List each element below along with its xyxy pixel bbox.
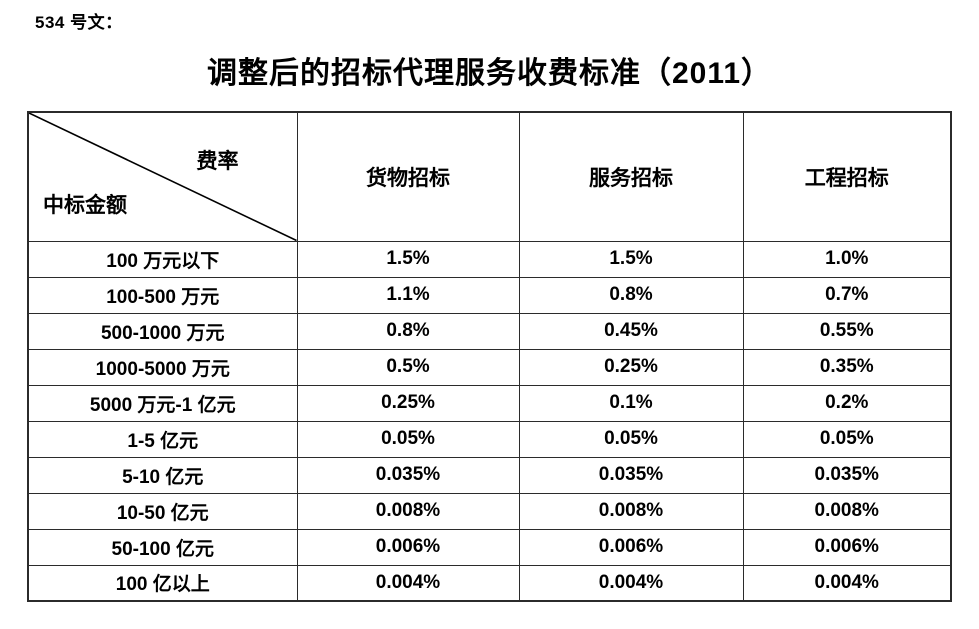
table-row: 100 万元以下 1.5% 1.5% 1.0% xyxy=(27,240,952,278)
table-cell: 0.035% xyxy=(742,456,952,494)
row-label: 50-100 亿元 xyxy=(27,528,298,566)
table-corner-cell: 费率 中标金额 xyxy=(27,111,298,242)
table-row: 500-1000 万元 0.8% 0.45% 0.55% xyxy=(27,312,952,350)
table-cell: 0.25% xyxy=(296,384,520,422)
table-cell: 0.55% xyxy=(742,312,952,350)
column-header-engineering-bidding: 工程招标 xyxy=(742,111,952,242)
table-cell: 0.2% xyxy=(742,384,952,422)
table-row: 100 亿以上 0.004% 0.004% 0.004% xyxy=(27,564,952,602)
table-row: 1-5 亿元 0.05% 0.05% 0.05% xyxy=(27,420,952,458)
table-cell: 0.5% xyxy=(296,348,520,386)
row-label: 100-500 万元 xyxy=(27,276,298,314)
table-cell: 1.5% xyxy=(296,240,520,278)
table-cell: 0.004% xyxy=(518,564,744,602)
table-cell: 0.8% xyxy=(518,276,744,314)
table-cell: 0.05% xyxy=(296,420,520,458)
table-cell: 0.035% xyxy=(296,456,520,494)
table-row: 5000 万元-1 亿元 0.25% 0.1% 0.2% xyxy=(27,384,952,422)
table-cell: 0.008% xyxy=(518,492,744,530)
corner-label-bid-amount: 中标金额 xyxy=(43,193,127,217)
column-header-service-bidding: 服务招标 xyxy=(518,111,744,242)
page-title: 调整后的招标代理服务收费标准（2011） xyxy=(206,57,773,90)
table-cell: 0.8% xyxy=(296,312,520,350)
corner-label-rate: 费率 xyxy=(196,150,239,173)
table-cell: 0.004% xyxy=(296,564,520,602)
table-cell: 0.006% xyxy=(296,528,520,566)
doc-number-label: 534 号文： xyxy=(35,13,123,32)
table-cell: 0.1% xyxy=(518,384,744,422)
table-cell: 0.05% xyxy=(742,420,952,458)
table-row: 1000-5000 万元 0.5% 0.25% 0.35% xyxy=(27,348,952,386)
row-label: 10-50 亿元 xyxy=(27,492,298,530)
table-cell: 1.1% xyxy=(296,276,520,314)
table-row: 10-50 亿元 0.008% 0.008% 0.008% xyxy=(27,492,952,530)
column-header-goods-bidding: 货物招标 xyxy=(296,111,520,242)
table-cell: 0.004% xyxy=(742,564,952,602)
table-cell: 1.5% xyxy=(518,240,744,278)
table-header-row: 费率 中标金额 货物招标 服务招标 工程招标 xyxy=(27,111,952,242)
table-cell: 0.35% xyxy=(742,348,952,386)
table-cell: 0.006% xyxy=(518,528,744,566)
row-label: 5000 万元-1 亿元 xyxy=(27,384,298,422)
row-label: 5-10 亿元 xyxy=(27,456,298,494)
fee-rate-table: 费率 中标金额 货物招标 服务招标 工程招标 100 万元以下 1.5% 1.5… xyxy=(27,111,952,602)
row-label: 1000-5000 万元 xyxy=(27,348,298,386)
table-cell: 0.25% xyxy=(518,348,744,386)
table-cell: 0.05% xyxy=(518,420,744,458)
table-cell: 0.7% xyxy=(742,276,952,314)
table-cell: 0.006% xyxy=(742,528,952,566)
row-label: 100 亿以上 xyxy=(27,564,298,602)
table-row: 50-100 亿元 0.006% 0.006% 0.006% xyxy=(27,528,952,566)
table-cell: 0.035% xyxy=(518,456,744,494)
row-label: 1-5 亿元 xyxy=(27,420,298,458)
table-cell: 0.008% xyxy=(742,492,952,530)
table-cell: 1.0% xyxy=(742,240,952,278)
row-label: 100 万元以下 xyxy=(27,240,298,278)
table-cell: 0.008% xyxy=(296,492,520,530)
row-label: 500-1000 万元 xyxy=(27,312,298,350)
table-row: 5-10 亿元 0.035% 0.035% 0.035% xyxy=(27,456,952,494)
table-cell: 0.45% xyxy=(518,312,744,350)
diagonal-divider-line xyxy=(29,113,297,241)
table-row: 100-500 万元 1.1% 0.8% 0.7% xyxy=(27,276,952,314)
